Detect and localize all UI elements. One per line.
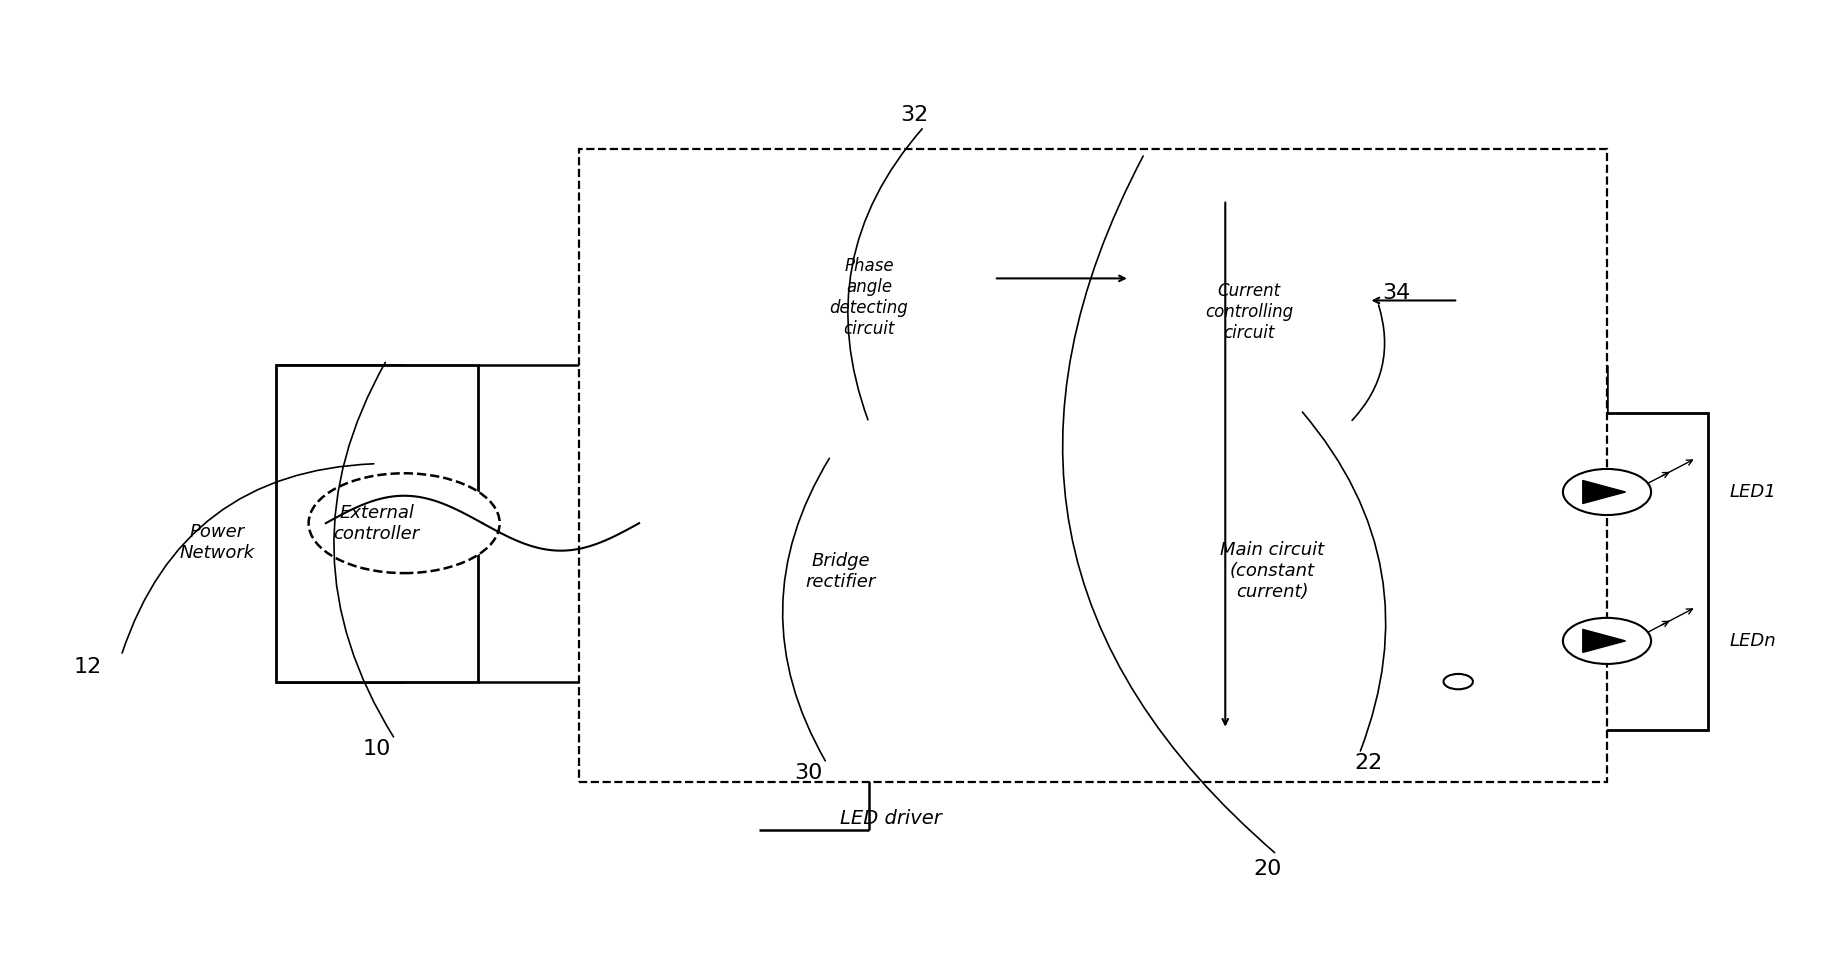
Bar <box>1539 413 1708 730</box>
Text: 10: 10 <box>362 739 391 758</box>
Text: LED driver: LED driver <box>840 809 942 828</box>
Text: 34: 34 <box>1381 283 1411 302</box>
Text: 20: 20 <box>1253 859 1282 878</box>
Text: Main circuit
(constant
current): Main circuit (constant current) <box>1220 541 1324 601</box>
Circle shape <box>309 473 500 573</box>
Text: Power
Network: Power Network <box>180 523 254 562</box>
Circle shape <box>1444 674 1473 689</box>
Text: Phase
angle
detecting
circuit: Phase angle detecting circuit <box>830 257 907 338</box>
Text: 30: 30 <box>794 763 823 782</box>
Text: Bridge
rectifier: Bridge rectifier <box>805 552 876 590</box>
Text: Current
controlling
circuit: Current controlling circuit <box>1205 282 1293 342</box>
Circle shape <box>1563 618 1651 664</box>
Text: 32: 32 <box>900 106 930 125</box>
Bar <box>1130 197 1369 427</box>
Bar <box>1130 413 1414 730</box>
Bar <box>749 168 988 427</box>
Circle shape <box>1563 468 1651 515</box>
Bar <box>579 149 1607 782</box>
Text: 22: 22 <box>1354 754 1383 773</box>
Text: 12: 12 <box>73 658 103 677</box>
Text: External
controller: External controller <box>334 504 419 542</box>
Text: LEDn: LEDn <box>1730 632 1776 650</box>
Polygon shape <box>1583 630 1626 653</box>
Bar <box>276 365 478 682</box>
Polygon shape <box>1583 480 1626 503</box>
Text: LED1: LED1 <box>1730 483 1776 501</box>
Bar <box>744 461 937 682</box>
